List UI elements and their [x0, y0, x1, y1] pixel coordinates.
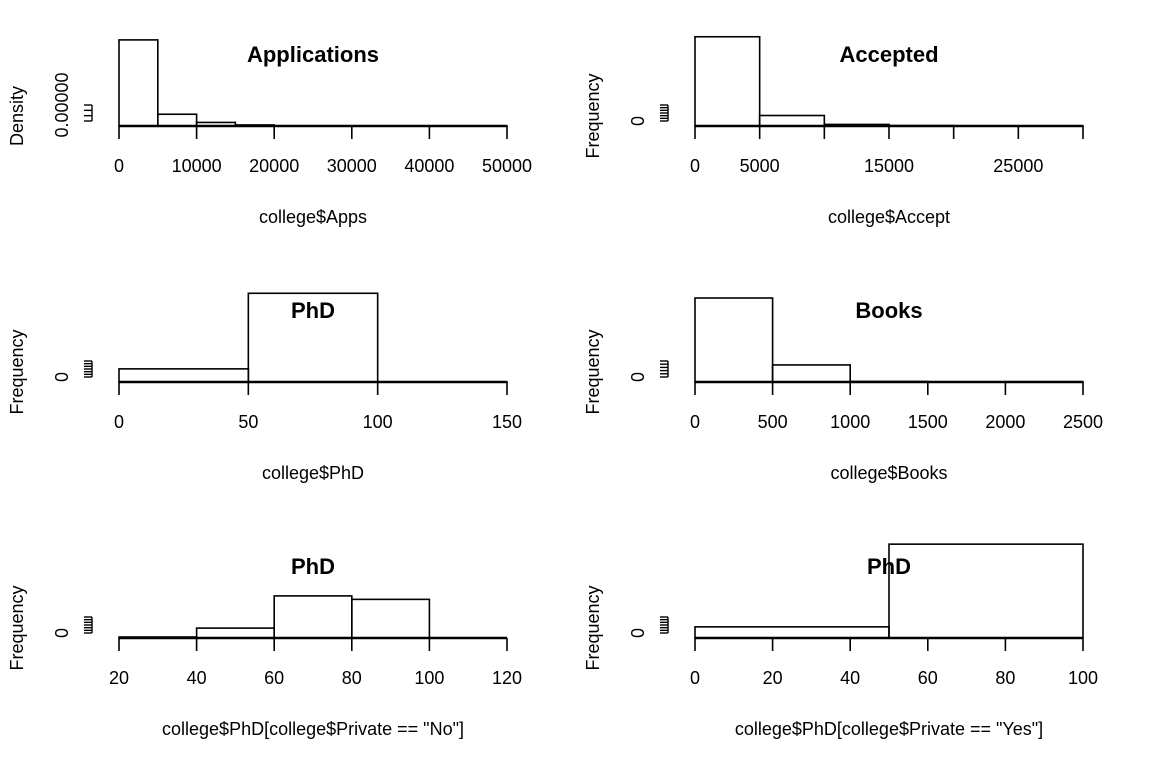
histogram-panel: PhD 20 40 60 80 100 120 college$PhD[college$Pri… — [7, 554, 522, 739]
histogram-bar — [118, 39, 159, 127]
x-tick-label: 25000 — [993, 156, 1043, 176]
y-tick-label: 0 — [52, 628, 72, 638]
x-axis-label: college$PhD[college$Private == "Yes"] — [735, 719, 1043, 739]
x-tick-label: 0 — [690, 668, 700, 688]
x-tick-label: 0 — [690, 156, 700, 176]
histogram-panel: Accepted 0 5000 15000 25000 college$Accept 0 Fr… — [583, 35, 1084, 227]
x-tick-label: 100 — [1068, 668, 1098, 688]
x-axis-label: college$Apps — [259, 207, 367, 227]
y-axis-label: Frequency — [583, 329, 603, 414]
histogram-bar — [273, 595, 353, 639]
x-tick-label: 150 — [492, 412, 522, 432]
histogram-panel: Applications 0 10000 20000 30000 40000 50000 co… — [7, 39, 532, 227]
x-tick-label: 100 — [414, 668, 444, 688]
x-tick-label: 20 — [763, 668, 783, 688]
y-tick-label: 0 — [628, 372, 648, 382]
histogram-bar — [118, 368, 250, 383]
histogram-bar — [157, 113, 198, 127]
y-axis-label: Frequency — [7, 329, 27, 414]
x-tick-label: 80 — [342, 668, 362, 688]
x-tick-label: 5000 — [740, 156, 780, 176]
x-tick-label: 500 — [758, 412, 788, 432]
x-tick-label: 40 — [187, 668, 207, 688]
x-axis-label: college$Books — [830, 463, 947, 483]
x-tick-label: 50 — [238, 412, 258, 432]
y-tick-label: 0 — [628, 116, 648, 126]
x-axis-label: college$Accept — [828, 207, 950, 227]
histogram-panel: PhD 0 50 100 150 college$PhD 0 Frequency — [7, 292, 522, 483]
chart-title: PhD — [291, 298, 335, 323]
histogram-bar — [195, 627, 276, 639]
y-axis-label: Density — [7, 86, 27, 146]
x-tick-label: 30000 — [327, 156, 377, 176]
x-tick-label: 2500 — [1063, 412, 1103, 432]
histogram-bar — [694, 297, 774, 383]
histogram-bar — [758, 114, 826, 127]
x-tick-label: 20000 — [249, 156, 299, 176]
chart-title: Applications — [247, 42, 379, 67]
x-tick-label: 40000 — [404, 156, 454, 176]
histogram-bar — [694, 626, 890, 639]
y-axis-label: Frequency — [583, 585, 603, 670]
x-tick-label: 1000 — [830, 412, 870, 432]
x-tick-label: 60 — [918, 668, 938, 688]
x-tick-label: 40 — [840, 668, 860, 688]
x-tick-label: 80 — [995, 668, 1015, 688]
y-tick-label: 0 — [628, 628, 648, 638]
histogram-bar — [350, 598, 431, 639]
histogram-bar — [694, 35, 761, 127]
histogram-panel: Books 0 500 1000 1500 2000 2500 college$Books 0 F… — [583, 297, 1103, 483]
histogram-bar — [771, 364, 851, 383]
y-axis-label: Frequency — [583, 73, 603, 158]
x-tick-label: 0 — [690, 412, 700, 432]
y-tick-label: 0 — [52, 372, 72, 382]
x-tick-label: 0 — [114, 156, 124, 176]
y-axis-label: Frequency — [7, 585, 27, 670]
x-tick-label: 0 — [114, 412, 124, 432]
x-tick-label: 120 — [492, 668, 522, 688]
x-tick-label: 2000 — [985, 412, 1025, 432]
x-tick-label: 10000 — [172, 156, 222, 176]
x-axis-label: college$PhD[college$Private == "No"] — [162, 719, 464, 739]
x-tick-label: 15000 — [864, 156, 914, 176]
chart-title: Books — [855, 298, 922, 323]
x-tick-label: 60 — [264, 668, 284, 688]
x-tick-label: 1500 — [908, 412, 948, 432]
histogram-bar — [888, 543, 1084, 639]
x-axis-label: college$PhD — [262, 463, 364, 483]
chart-title: Accepted — [839, 42, 938, 67]
x-tick-label: 20 — [109, 668, 129, 688]
x-tick-label: 100 — [363, 412, 393, 432]
y-tick-label: 0.00000 — [52, 72, 72, 137]
x-tick-label: 50000 — [482, 156, 532, 176]
chart-title: PhD — [291, 554, 335, 579]
